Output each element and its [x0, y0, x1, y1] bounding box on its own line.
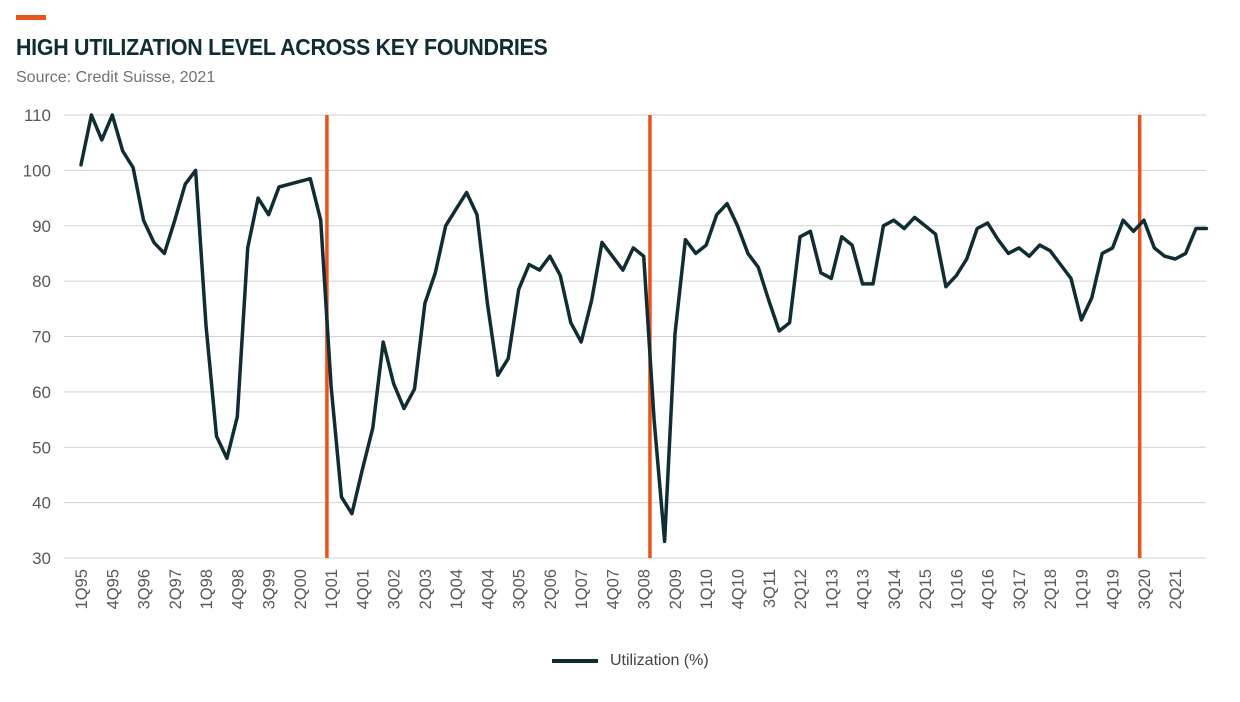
x-tick-label-2Q00: 2Q00: [292, 569, 310, 609]
x-tick-label-1Q13: 1Q13: [823, 569, 841, 609]
x-tick-label-4Q01: 4Q01: [354, 569, 372, 609]
x-tick-label-2Q21: 2Q21: [1167, 569, 1185, 609]
x-tick-label-4Q98: 4Q98: [229, 569, 247, 609]
x-tick-label-1Q01: 1Q01: [323, 569, 341, 609]
x-tick-label-3Q96: 3Q96: [136, 569, 154, 609]
y-tick-label-80: 80: [32, 272, 51, 291]
x-tick-label-4Q10: 4Q10: [729, 569, 747, 609]
x-tick-label-3Q11: 3Q11: [761, 569, 779, 608]
y-tick-label-60: 60: [32, 383, 51, 402]
x-tick-label-1Q19: 1Q19: [1073, 569, 1091, 609]
x-tick-label-4Q19: 4Q19: [1105, 569, 1123, 609]
x-tick-label-1Q07: 1Q07: [573, 569, 591, 609]
x-tick-label-3Q05: 3Q05: [511, 569, 529, 609]
x-tick-label-4Q95: 4Q95: [104, 569, 122, 609]
x-tick-label-3Q20: 3Q20: [1136, 569, 1154, 609]
title-accent-bar: [16, 15, 46, 20]
x-tick-label-3Q99: 3Q99: [261, 569, 279, 609]
x-tick-label-2Q15: 2Q15: [917, 569, 935, 609]
x-tick-label-2Q12: 2Q12: [792, 569, 810, 609]
y-tick-label-100: 100: [23, 161, 51, 180]
x-tick-label-3Q02: 3Q02: [386, 569, 404, 609]
legend: Utilization (%): [552, 652, 709, 670]
x-tick-label-3Q08: 3Q08: [636, 569, 654, 609]
y-tick-label-70: 70: [32, 328, 51, 347]
x-tick-label-2Q97: 2Q97: [167, 569, 185, 609]
chart-title: HIGH UTILIZATION LEVEL ACROSS KEY FOUNDR…: [16, 34, 548, 60]
x-tick-label-4Q04: 4Q04: [479, 569, 497, 609]
y-tick-label-50: 50: [32, 438, 51, 457]
x-tick-label-4Q13: 4Q13: [855, 569, 873, 609]
x-tick-label-2Q18: 2Q18: [1042, 569, 1060, 609]
legend-swatch: [552, 659, 598, 663]
x-tick-label-3Q17: 3Q17: [1011, 569, 1029, 609]
y-tick-label-90: 90: [32, 217, 51, 236]
x-tick-label-1Q16: 1Q16: [948, 569, 966, 609]
x-tick-label-3Q14: 3Q14: [886, 569, 904, 609]
x-tick-label-1Q98: 1Q98: [198, 569, 216, 609]
x-tick-label-1Q10: 1Q10: [698, 569, 716, 609]
y-tick-label-110: 110: [24, 106, 51, 125]
x-tick-label-2Q06: 2Q06: [542, 569, 560, 609]
x-tick-label-1Q04: 1Q04: [448, 569, 466, 609]
legend-label: Utilization (%): [610, 652, 709, 669]
x-tick-label-2Q09: 2Q09: [667, 569, 685, 609]
y-tick-label-40: 40: [32, 494, 51, 513]
series-line-0: [79, 113, 1209, 544]
chart-source: Source: Credit Suisse, 2021: [16, 69, 216, 86]
y-tick-label-30: 30: [32, 549, 51, 568]
x-tick-label-2Q03: 2Q03: [417, 569, 435, 609]
x-tick-label-4Q16: 4Q16: [980, 569, 998, 609]
x-tick-label-1Q95: 1Q95: [73, 569, 91, 609]
x-tick-label-4Q07: 4Q07: [604, 569, 622, 609]
